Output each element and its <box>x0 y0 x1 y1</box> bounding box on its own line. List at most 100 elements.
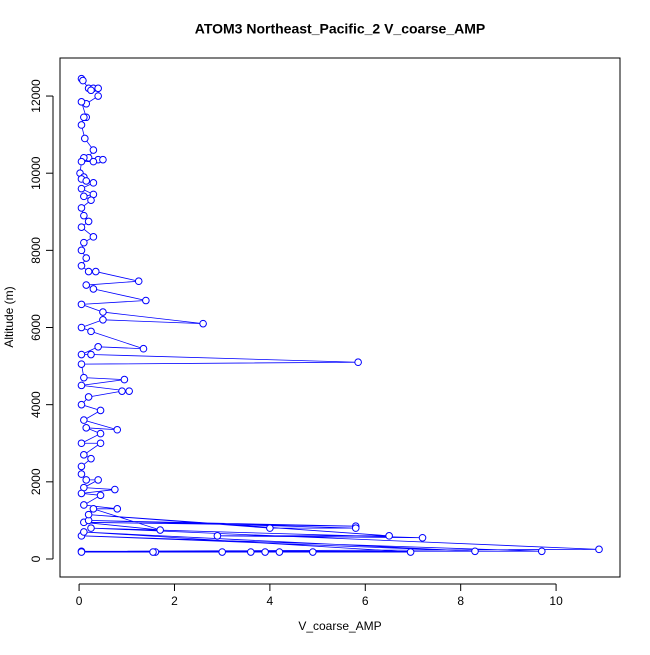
data-point <box>89 505 98 513</box>
plot-box <box>59 57 621 578</box>
data-point <box>120 375 129 384</box>
data-point <box>80 113 88 122</box>
data-point <box>96 491 105 500</box>
data-point <box>84 267 93 276</box>
y-tick-label: 4000 <box>29 391 43 418</box>
data-point <box>385 532 393 540</box>
x-tick-label: 0 <box>76 594 83 608</box>
data-point <box>80 211 88 220</box>
data-point <box>94 343 102 351</box>
data-point <box>77 323 86 332</box>
data-point <box>142 296 150 305</box>
data-point <box>471 547 479 556</box>
data-point <box>87 454 95 463</box>
data-point <box>275 548 284 556</box>
data-point <box>80 451 88 459</box>
data-point <box>77 439 86 448</box>
data-point <box>80 501 88 509</box>
x-tick-label: 4 <box>267 594 274 608</box>
data-point <box>354 358 362 367</box>
data-point <box>77 300 86 309</box>
data-point <box>595 545 603 554</box>
y-tick-label: 2000 <box>29 468 43 495</box>
data-point <box>111 485 119 494</box>
data-point <box>247 548 255 556</box>
data-point <box>80 373 88 382</box>
data-point <box>77 261 86 270</box>
data-point <box>406 548 415 556</box>
data-point <box>113 505 122 513</box>
data-point <box>77 381 86 390</box>
data-point <box>156 526 164 534</box>
data-point <box>77 204 86 212</box>
y-tick-label: 12000 <box>29 79 43 113</box>
x-tick-label: 8 <box>457 594 464 608</box>
data-point <box>80 528 88 536</box>
data-point <box>77 400 86 409</box>
data-point <box>84 217 93 226</box>
data-point <box>89 179 98 187</box>
data-point <box>309 548 317 556</box>
data-point <box>87 327 95 336</box>
data-point <box>218 548 226 556</box>
y-tick-label: 6000 <box>29 314 43 341</box>
data-point <box>79 76 87 85</box>
data-point <box>118 387 126 395</box>
x-axis-label: V_coarse_AMP <box>298 619 381 633</box>
data-point <box>134 277 143 286</box>
data-point <box>199 319 207 328</box>
data-point <box>96 429 105 438</box>
data-point <box>80 238 88 247</box>
data-point <box>77 462 86 471</box>
data-point <box>87 524 95 532</box>
data-point <box>89 146 98 154</box>
data-point <box>77 223 86 232</box>
data-point <box>84 393 93 401</box>
data-point <box>96 406 105 415</box>
data-point <box>82 254 91 262</box>
data-point <box>77 548 86 556</box>
data-point <box>96 439 105 448</box>
data-point <box>351 524 360 532</box>
data-point <box>149 548 157 556</box>
data-point <box>418 533 427 542</box>
data-point <box>77 360 86 368</box>
x-tick-label: 6 <box>362 594 369 608</box>
data-point <box>82 424 91 432</box>
data-point <box>87 350 95 359</box>
data-point <box>99 308 107 316</box>
data-point <box>91 267 100 276</box>
y-axis-label: Altitude (m) <box>2 286 16 347</box>
x-tick-label: 2 <box>171 594 178 608</box>
data-point <box>80 416 88 424</box>
data-point <box>213 532 222 540</box>
data-point <box>266 524 274 532</box>
data-point <box>84 510 93 519</box>
data-point <box>82 177 91 185</box>
data-point <box>89 233 98 241</box>
data-point <box>94 476 102 484</box>
data-point <box>77 246 86 255</box>
data-point <box>87 196 95 205</box>
data-point <box>113 425 122 434</box>
x-tick-label: 10 <box>549 594 563 608</box>
data-point <box>77 489 86 498</box>
data-point <box>80 192 88 201</box>
data-point <box>139 344 148 353</box>
data-point <box>87 86 95 95</box>
chart-title: ATOM3 Northeast_Pacific_2 V_coarse_AMP <box>195 21 486 37</box>
data-point <box>82 476 91 484</box>
data-point <box>77 184 86 193</box>
y-tick-label: 8000 <box>29 237 43 264</box>
data-point <box>77 98 86 106</box>
data-point <box>537 547 546 556</box>
y-tick-label: 0 <box>29 555 43 562</box>
data-point <box>99 155 107 164</box>
data-point <box>77 157 86 166</box>
data-point <box>99 315 107 324</box>
data-point <box>89 285 98 293</box>
data-point <box>125 387 133 395</box>
data-point <box>94 92 102 100</box>
